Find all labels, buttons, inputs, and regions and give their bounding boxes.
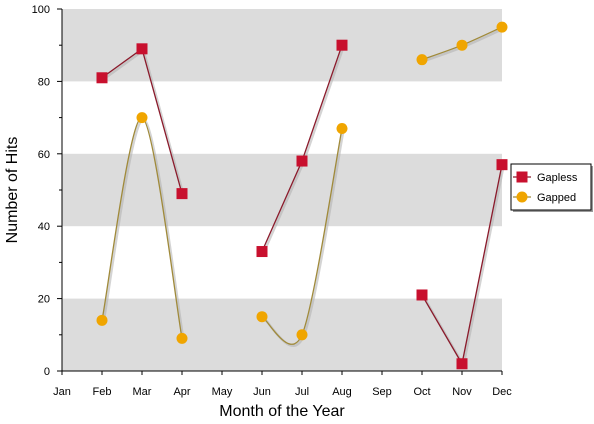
x-tick-label: Nov xyxy=(452,386,472,398)
y-tick-label: 40 xyxy=(38,221,50,233)
gapped-point xyxy=(136,112,148,124)
y-tick-label: 20 xyxy=(38,294,50,306)
x-axis-title: Month of the Year xyxy=(219,403,345,420)
x-tick-label: Apr xyxy=(173,386,190,398)
x-tick-label: Sep xyxy=(372,386,392,398)
gapped-point xyxy=(416,54,428,66)
legend-gapped-marker xyxy=(516,191,528,203)
gapped-point xyxy=(456,39,468,51)
series-markers xyxy=(96,21,508,370)
gapped-point xyxy=(96,314,108,326)
x-axis: Jan Feb Mar Apr May Jun Jul Aug Sep Oct Nov Dec xyxy=(53,370,512,398)
x-tick-label: Jul xyxy=(295,386,309,398)
y-axis-title: Number of Hits xyxy=(4,137,21,244)
gapless-point xyxy=(136,43,148,55)
gapped-point xyxy=(296,329,308,341)
y-tick-label: 100 xyxy=(32,4,50,16)
grid-band xyxy=(62,298,502,371)
gapped-point xyxy=(496,21,508,33)
gapped-line xyxy=(261,128,343,345)
x-tick-label: Jan xyxy=(53,386,71,398)
gapless-point xyxy=(96,72,108,84)
gapless-point xyxy=(456,358,468,370)
y-axis: 0 20 40 60 80 100 xyxy=(32,4,63,378)
x-tick-label: Oct xyxy=(413,386,430,398)
legend: Gapless Gapped xyxy=(510,163,593,212)
x-tick-label: Aug xyxy=(332,386,352,398)
legend-gapless-marker xyxy=(516,171,528,183)
x-tick-label: May xyxy=(212,386,233,398)
gapless-point xyxy=(176,188,188,200)
gapped-point xyxy=(336,122,348,134)
y-tick-label: 80 xyxy=(38,76,50,88)
gapped-point xyxy=(256,311,268,323)
x-tick-label: Jun xyxy=(253,386,271,398)
gapless-point xyxy=(256,246,268,258)
gapless-point xyxy=(416,289,428,301)
gapless-point xyxy=(336,39,348,51)
gapped-point xyxy=(176,332,188,344)
legend-gapless-label: Gapless xyxy=(537,172,578,184)
grid-band xyxy=(62,9,502,82)
grid-bands xyxy=(62,9,502,371)
legend-gapped-label: Gapped xyxy=(537,192,576,204)
x-tick-label: Dec xyxy=(492,386,512,398)
x-tick-label: Mar xyxy=(133,386,152,398)
y-tick-label: 60 xyxy=(38,149,50,161)
gapless-point xyxy=(496,159,508,171)
x-tick-label: Feb xyxy=(93,386,112,398)
y-tick-label: 0 xyxy=(44,366,50,378)
gapless-point xyxy=(296,155,308,167)
